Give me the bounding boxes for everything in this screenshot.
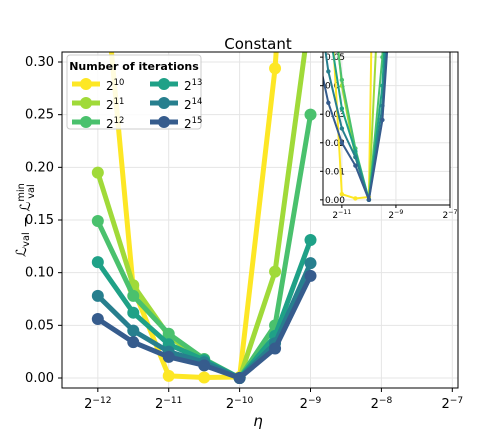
chart-title: Constant [224, 35, 292, 53]
legend-label: 212 [106, 115, 124, 131]
marker [339, 191, 345, 197]
marker [91, 215, 104, 228]
marker [269, 265, 282, 278]
y-tick-label: 0.01 [325, 167, 345, 177]
x-tick-label: 2−10 [226, 395, 254, 411]
y-tick-label: 0.02 [325, 138, 345, 148]
marker [198, 371, 211, 384]
frame [322, 51, 451, 206]
x-tick-label: 2−9 [388, 209, 403, 220]
marker [353, 196, 358, 201]
marker [162, 327, 175, 340]
legend-label: 211 [106, 96, 124, 112]
marker [366, 197, 372, 203]
y-label-sub: val [21, 232, 32, 247]
legend: Number of iterations 210 211 212 213 214 215 [66, 54, 202, 131]
marker [304, 257, 317, 270]
marker [127, 336, 140, 349]
marker [127, 306, 140, 319]
marker [304, 234, 317, 247]
marker [339, 77, 345, 83]
legend-marker [80, 97, 92, 109]
legend-label: 215 [184, 115, 202, 131]
marker [162, 369, 175, 382]
y-axis-label: ℒval − ℒminval [14, 183, 37, 257]
y-tick-label: 0.10 [25, 265, 54, 280]
legend-marker [158, 116, 170, 128]
y-label-part: − ℒ [18, 202, 34, 233]
marker [269, 62, 282, 75]
marker [127, 289, 140, 302]
marker [91, 289, 104, 302]
marker [339, 140, 345, 145]
y-label-sup: min [16, 183, 27, 201]
y-tick-label: 0.00 [25, 370, 54, 385]
marker [353, 154, 358, 160]
y-label-part: ℒ [14, 247, 30, 257]
marker [326, 69, 331, 74]
series-layer [323, 52, 389, 203]
x-axis-label: η [253, 412, 263, 430]
legend-marker [158, 78, 170, 90]
marker [304, 108, 317, 121]
marker [91, 166, 104, 179]
legend-title: Number of iterations [69, 60, 199, 73]
x-tick-label: 2−11 [155, 395, 182, 411]
marker [339, 126, 345, 131]
series-layer [91, 52, 317, 384]
inset-plot: 2−11 2−9 2−70.000.010.020.030.040.05 [320, 51, 458, 221]
frame [61, 51, 459, 389]
y-label-sub: val [26, 184, 37, 199]
legend-label: 214 [184, 96, 202, 112]
y-tick-label: 0.15 [25, 213, 54, 228]
x-tick-label: 2−8 [371, 395, 393, 411]
legend-marker [80, 78, 92, 90]
y-tick-label: 0.00 [325, 195, 345, 205]
marker [326, 100, 331, 106]
marker [269, 342, 282, 355]
y-tick-label: 0.05 [25, 318, 54, 333]
plot-area [323, 52, 450, 205]
legend-marker [158, 97, 170, 109]
marker [91, 256, 104, 269]
marker [353, 163, 358, 168]
x-tick-label: 2−12 [84, 395, 111, 411]
y-tick-label: 0.03 [325, 110, 345, 120]
x-tick-label: 2−7 [441, 395, 463, 411]
marker [304, 269, 317, 282]
marker [198, 359, 211, 372]
marker [162, 350, 175, 363]
marker [380, 117, 385, 123]
x-tick-label: 2−11 [332, 209, 351, 220]
legend-box [66, 54, 202, 130]
x-tick-label: 2−7 [442, 209, 457, 220]
legend-label: 210 [106, 77, 124, 93]
x-tick-label: 2−9 [300, 395, 322, 411]
y-tick-label: 0.25 [25, 107, 54, 122]
y-tick-label: 0.20 [25, 160, 54, 175]
marker [339, 106, 345, 111]
marker [233, 371, 246, 384]
legend-marker [80, 116, 92, 128]
legend-label: 213 [184, 77, 202, 93]
marker [127, 324, 140, 337]
marker [91, 313, 104, 326]
y-tick-label: 0.30 [25, 55, 54, 70]
